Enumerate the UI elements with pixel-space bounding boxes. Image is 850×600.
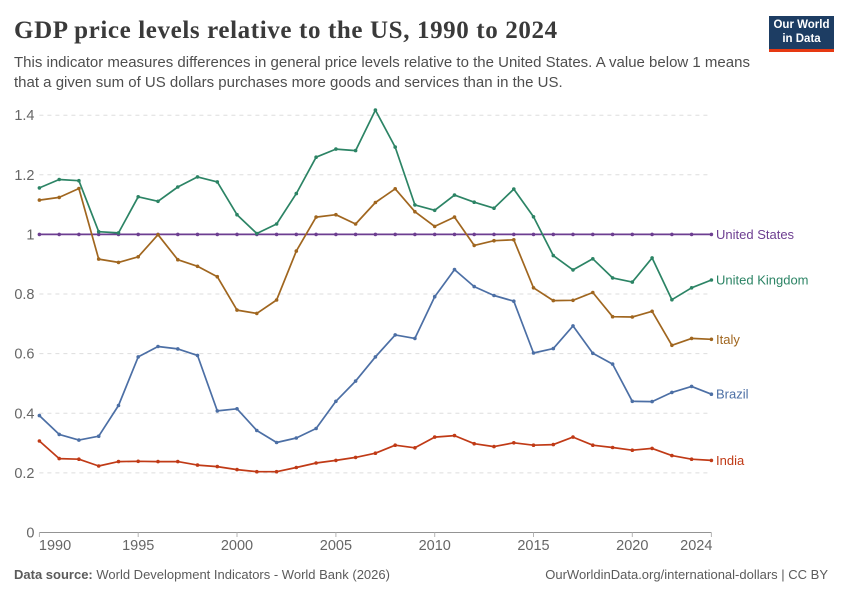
svg-text:United Kingdom: United Kingdom <box>716 273 809 288</box>
svg-text:United States: United States <box>716 227 795 242</box>
svg-text:1990: 1990 <box>39 538 71 554</box>
svg-text:1.4: 1.4 <box>14 108 34 124</box>
svg-text:India: India <box>716 453 745 468</box>
svg-text:1995: 1995 <box>122 538 154 554</box>
svg-text:1: 1 <box>26 227 34 243</box>
svg-text:0.6: 0.6 <box>14 347 34 363</box>
svg-text:0.8: 0.8 <box>14 287 34 303</box>
svg-text:1.2: 1.2 <box>14 168 34 184</box>
svg-text:2020: 2020 <box>616 538 648 554</box>
svg-text:2000: 2000 <box>221 538 253 554</box>
svg-text:Brazil: Brazil <box>716 387 749 402</box>
svg-text:0.4: 0.4 <box>14 406 34 422</box>
svg-text:2010: 2010 <box>419 538 451 554</box>
svg-text:0: 0 <box>26 526 34 542</box>
svg-text:2005: 2005 <box>320 538 352 554</box>
svg-text:0.2: 0.2 <box>14 466 34 482</box>
svg-text:2024: 2024 <box>680 538 712 554</box>
svg-text:Italy: Italy <box>716 332 740 347</box>
svg-text:2015: 2015 <box>517 538 549 554</box>
